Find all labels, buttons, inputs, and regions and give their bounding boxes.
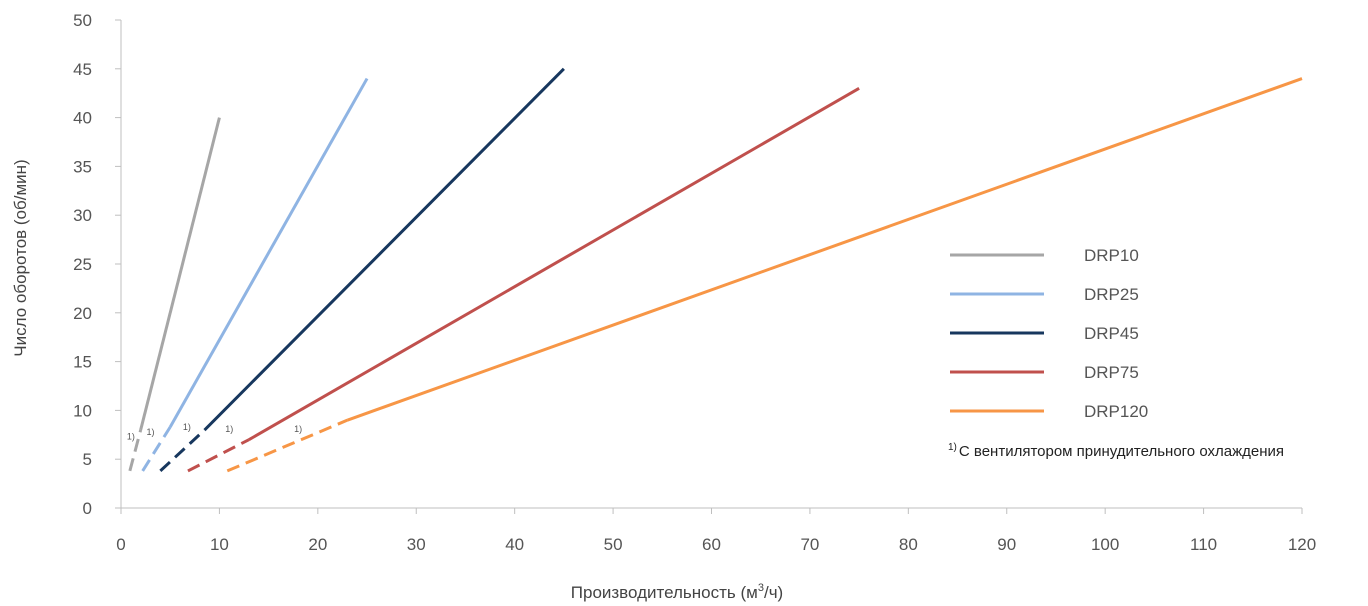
x-axis-title-sup: 3 <box>758 582 764 594</box>
y-tick-label: 45 <box>73 60 92 79</box>
series-drp45-footnote-mark: 1) <box>183 422 191 432</box>
x-tick-label: 120 <box>1288 535 1316 554</box>
legend: DRP10 DRP25 DRP45 DRP75 DRP120 <box>950 246 1148 421</box>
y-tick-label: 5 <box>83 450 92 469</box>
y-tick-label: 50 <box>73 11 92 30</box>
series-drp75-line <box>248 87 860 441</box>
x-tick-label: 50 <box>604 535 623 554</box>
legend-label-drp45: DRP45 <box>1084 324 1139 343</box>
y-tick-label: 0 <box>83 499 92 518</box>
footnote-mark: 1) <box>948 442 957 453</box>
x-tick-label: 70 <box>800 535 819 554</box>
x-tick-label: 90 <box>997 535 1016 554</box>
legend-label-drp75: DRP75 <box>1084 363 1139 382</box>
series-drp10-line <box>139 117 221 431</box>
series-drp120-dashed <box>226 418 348 473</box>
series-drp45-line <box>203 67 565 431</box>
x-axis-ticks: 0 10 20 30 40 50 60 70 80 90 100 110 120 <box>116 508 1316 554</box>
y-tick-label: 20 <box>73 304 92 323</box>
x-tick-label: 20 <box>308 535 327 554</box>
legend-label-drp120: DRP120 <box>1084 402 1148 421</box>
series-drp45-dashed <box>159 428 206 473</box>
x-tick-label: 30 <box>407 535 426 554</box>
x-tick-label: 60 <box>702 535 721 554</box>
legend-label-drp25: DRP25 <box>1084 285 1139 304</box>
series-drp25-footnote-mark: 1) <box>147 427 155 437</box>
y-tick-label: 40 <box>73 109 92 128</box>
y-axis-title: Число оборотов (об/мин) <box>11 159 30 356</box>
series-drp75-footnote-mark: 1) <box>225 424 233 434</box>
x-tick-label: 100 <box>1091 535 1119 554</box>
series-drp10-dashed <box>128 429 143 472</box>
y-axis-ticks: 0 5 10 15 20 25 30 35 40 45 50 <box>73 11 121 518</box>
series-drp75-dashed <box>187 438 250 473</box>
x-axis-title-main: Производительность (м <box>571 583 758 602</box>
footnote-marks: 1) 1) 1) 1) 1) <box>127 422 302 442</box>
legend-footnote: 1) С вентилятором принудительного охлажде… <box>948 442 1284 460</box>
series-lines <box>128 67 1303 473</box>
series-drp25-line <box>168 77 369 428</box>
x-tick-label: 40 <box>505 535 524 554</box>
series-drp10-footnote-mark: 1) <box>127 432 135 442</box>
series-drp120-line <box>346 77 1303 422</box>
x-tick-label: 0 <box>116 535 125 554</box>
y-tick-label: 30 <box>73 206 92 225</box>
y-tick-label: 10 <box>73 401 92 420</box>
x-axis-title: Производительность (м3/ч) <box>571 582 783 602</box>
x-tick-label: 80 <box>899 535 918 554</box>
x-tick-label: 110 <box>1190 535 1217 554</box>
y-tick-label: 35 <box>73 157 92 176</box>
y-tick-label: 15 <box>73 353 92 372</box>
y-tick-label: 25 <box>73 255 92 274</box>
legend-label-drp10: DRP10 <box>1084 246 1139 265</box>
series-drp25-dashed <box>141 426 172 472</box>
x-axis-title-end: /ч) <box>764 583 783 602</box>
series-drp120-footnote-mark: 1) <box>294 424 302 434</box>
footnote-text: С вентилятором принудительного охлаждени… <box>959 443 1284 460</box>
x-tick-label: 10 <box>210 535 229 554</box>
